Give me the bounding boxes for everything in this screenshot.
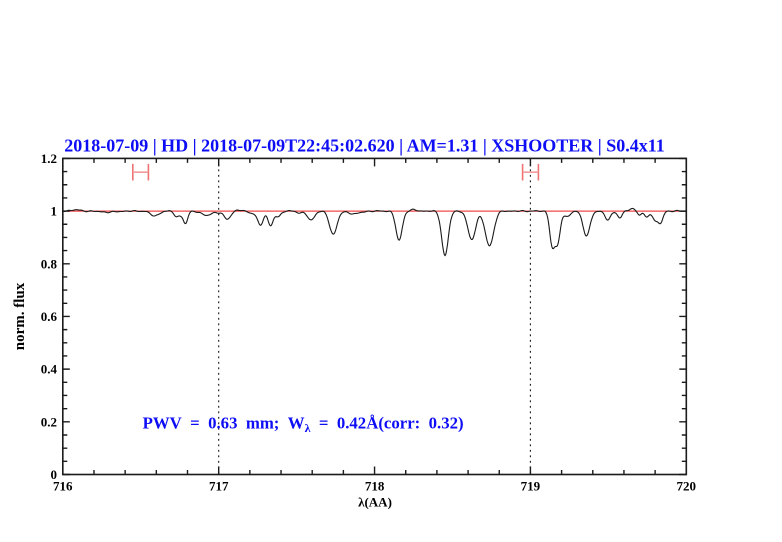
svg-text:0.6: 0.6: [41, 309, 58, 324]
svg-text:0.4: 0.4: [41, 362, 58, 377]
svg-text:0.2: 0.2: [41, 414, 57, 429]
svg-text:0.8: 0.8: [41, 256, 58, 271]
svg-text:2018-07-09 | HD | 2018-07-09T2: 2018-07-09 | HD | 2018-07-09T22:45:02.62…: [64, 136, 665, 156]
svg-text:1.2: 1.2: [41, 151, 57, 166]
svg-text:719: 719: [521, 479, 541, 494]
svg-text:norm. flux: norm. flux: [12, 282, 28, 350]
svg-text:PWV = 0.63 mm; Wλ = 0.42: PWV = 0.63 mm; Wλ = 0.42Å(corr: 0.32): [143, 413, 464, 435]
svg-text:717: 717: [209, 479, 229, 494]
svg-text:718: 718: [365, 479, 385, 494]
svg-text:1: 1: [51, 204, 58, 219]
svg-text:716: 716: [53, 479, 73, 494]
svg-text:λ(AA): λ(AA): [358, 495, 392, 510]
svg-text:0: 0: [51, 467, 58, 482]
svg-text:720: 720: [677, 479, 697, 494]
